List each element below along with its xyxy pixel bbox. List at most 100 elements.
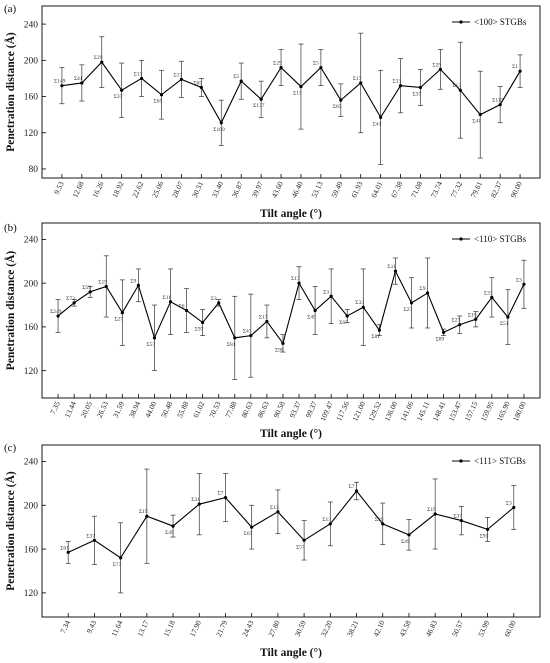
x-tick-label: 61.93 [349, 180, 364, 199]
point-label: Σ49 [307, 315, 316, 321]
data-point [265, 319, 269, 324]
data-point [100, 60, 104, 64]
point-label: Σ67 [244, 531, 253, 537]
x-tick-label: 109.47 [318, 400, 335, 423]
point-label: Σ97 [195, 327, 204, 333]
point-label: Σ29 [432, 62, 441, 68]
y-tick-label: 120 [24, 367, 39, 377]
point-label: Σ13 [134, 71, 143, 77]
point-label: Σ19 [468, 312, 477, 318]
y-axis-label: Penetration distance (Å) [3, 32, 17, 152]
y-tick-label: 80 [29, 165, 39, 175]
data-point [302, 538, 306, 542]
point-label: Σ65 [193, 80, 202, 86]
point-label: Σ39 [375, 517, 384, 523]
y-tick-label: 240 [24, 20, 39, 30]
point-label: Σ13 [452, 83, 461, 89]
x-tick-label: 79.61 [469, 180, 484, 199]
data-point [354, 489, 359, 493]
x-tick-label: 117.56 [334, 400, 351, 422]
point-label: Σ37 [412, 91, 421, 97]
point-label: Σ51 [500, 321, 509, 327]
point-label: Σ61 [60, 545, 69, 551]
point-label: Σ13 [322, 517, 331, 523]
x-tick-label: 43.58 [397, 619, 412, 638]
data-point [458, 323, 462, 327]
data-point [250, 525, 254, 529]
x-tick-label: 71.08 [409, 180, 424, 199]
legend-label: <100> STGBs [474, 17, 527, 27]
x-tick-label: 136.00 [382, 400, 399, 423]
point-label: Σ91 [480, 533, 489, 539]
y-tick-label: 240 [24, 458, 39, 468]
data-point [512, 505, 516, 510]
x-tick-label: 90.58 [271, 400, 286, 419]
x-tick-label: 39.97 [250, 180, 265, 199]
point-label: Σ57 [296, 544, 305, 550]
data-point [120, 311, 124, 315]
point-label: Σ31 [191, 497, 200, 503]
point-label: Σ49 [401, 539, 410, 545]
point-label: Σ13 [270, 505, 279, 511]
data-point [459, 518, 463, 523]
data-point [145, 514, 149, 518]
x-tick-label: 50.57 [450, 619, 465, 638]
x-tick-label: 145.11 [415, 400, 432, 422]
y-tick-label: 120 [24, 589, 39, 599]
point-label: Σ29 [94, 55, 103, 61]
x-tick-label: 16.26 [90, 180, 105, 199]
point-label: Σ9 [420, 286, 426, 292]
x-tick-label: 46.83 [424, 619, 439, 638]
plot-frame [41, 444, 541, 618]
data-point [522, 282, 526, 286]
point-label: Σ81 [227, 342, 236, 348]
point-label: Σ81 [371, 334, 380, 340]
point-label: Σ65 [333, 104, 342, 110]
data-point [171, 524, 175, 528]
data-point [279, 65, 283, 70]
point-label: Σ29 [273, 61, 282, 67]
data-point [474, 317, 478, 321]
data-point [223, 495, 228, 500]
x-tick-label: 7.35 [48, 400, 62, 416]
point-label: Σ43 [243, 329, 252, 335]
data-point [197, 502, 201, 506]
x-tick-label: 55.88 [175, 400, 190, 419]
data-point [140, 76, 144, 81]
point-label: Σ249 [50, 309, 62, 315]
point-label: Σ37 [114, 94, 123, 100]
point-label: Σ41 [373, 121, 382, 127]
x-tick-label: 90.00 [509, 180, 524, 199]
data-point [359, 81, 363, 85]
legend-label: <110> STGBs [474, 234, 527, 244]
series-line [57, 269, 525, 345]
point-label: Σ3 [506, 500, 512, 506]
data-point [329, 294, 333, 298]
x-tick-label: 153.47 [447, 400, 464, 423]
point-label: Σ41 [74, 76, 83, 82]
x-tick-label: 73.74 [429, 180, 444, 199]
data-point [281, 341, 285, 345]
data-point [319, 65, 323, 70]
x-axis-label: Tilt angle (°) [260, 208, 322, 220]
data-point [297, 281, 301, 285]
x-tick-label: 157.15 [463, 400, 480, 423]
x-tick-label: 141.06 [398, 400, 415, 423]
y-tick-label: 160 [24, 93, 39, 103]
legend-marker [459, 237, 463, 241]
x-tick-label: 46.40 [289, 180, 304, 199]
x-tick-label: 20.05 [79, 400, 94, 419]
x-tick-label: 59.49 [329, 180, 344, 199]
data-point [339, 98, 343, 102]
point-label: Σ59 [82, 285, 91, 291]
point-label: Σ137 [253, 103, 265, 109]
data-point [398, 84, 403, 88]
data-point [217, 301, 221, 305]
x-tick-label: 121.00 [350, 400, 367, 423]
data-point [361, 305, 365, 309]
data-point [276, 510, 280, 514]
data-point [184, 308, 189, 313]
x-tick-label: 26.53 [95, 400, 110, 419]
point-label: Σ149 [54, 79, 66, 85]
point-label: Σ9 [130, 278, 136, 284]
